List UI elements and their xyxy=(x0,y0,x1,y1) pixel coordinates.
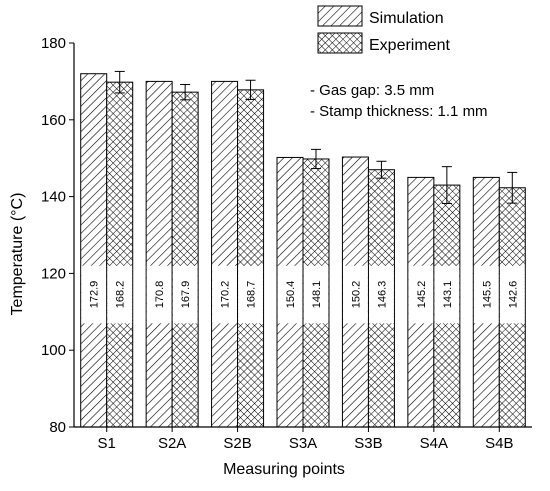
data-label-experiment-s3b: 146.3 xyxy=(376,281,388,309)
bar-experiment-s2a xyxy=(171,91,199,428)
y-tick-label: 140 xyxy=(41,189,66,206)
x-tick-label: S2A xyxy=(158,435,186,452)
value-band xyxy=(473,265,499,324)
legend-swatch-experiment xyxy=(317,32,363,54)
bars-layer xyxy=(80,73,526,428)
x-tick-label: S4B xyxy=(485,435,513,452)
y-tick-label: 120 xyxy=(41,265,66,282)
error-bars-layer xyxy=(114,70,518,205)
data-label-simulation-s1: 172.9 xyxy=(89,281,101,309)
value-band xyxy=(172,265,198,324)
value-band xyxy=(277,265,303,324)
bar-simulation-s2b xyxy=(211,80,239,428)
legend-label-experiment: Experiment xyxy=(369,37,450,54)
data-label-simulation-s2b: 170.2 xyxy=(220,281,232,309)
data-label-experiment-s1: 168.2 xyxy=(115,281,127,309)
data-label-simulation-s3b: 150.2 xyxy=(350,281,362,309)
value-band xyxy=(343,265,368,324)
data-label-experiment-s2a: 167.9 xyxy=(180,281,192,309)
value-band xyxy=(434,265,460,324)
annotation-stamp-thickness: - Stamp thickness: 1.1 mm xyxy=(310,103,488,120)
value-band xyxy=(408,265,434,324)
value-label-band: 172.9 168.2 170.8 167.9 170.2 168.7 150.4 148.1… xyxy=(81,265,525,324)
data-label-simulation-s4b: 145.5 xyxy=(481,281,493,309)
value-band xyxy=(212,265,237,324)
data-label-experiment-s4b: 142.6 xyxy=(507,281,519,309)
x-tick-label: S3A xyxy=(289,435,317,452)
annotation-gas-gap: - Gas gap: 3.5 mm xyxy=(310,82,434,99)
bar-experiment-s2b xyxy=(237,89,265,428)
y-tick-label: 160 xyxy=(41,112,66,129)
bar-experiment-s1 xyxy=(106,81,134,428)
legend-swatch-simulation xyxy=(317,5,363,27)
x-tick-label: S2B xyxy=(223,435,251,452)
x-tick-label: S4A xyxy=(420,435,448,452)
legend: Simulation Experiment xyxy=(317,5,450,54)
bar-simulation-s2a xyxy=(145,80,173,428)
data-label-experiment-s4a: 143.1 xyxy=(442,281,454,309)
x-ticks: S1 S2A S2B S3A S3B S4A S4B xyxy=(98,427,513,452)
x-tick-label: S3B xyxy=(354,435,382,452)
value-band xyxy=(303,265,329,324)
x-tick-label: S1 xyxy=(98,435,116,452)
legend-label-simulation: Simulation xyxy=(369,10,444,27)
x-axis-title: Measuring points xyxy=(223,461,345,478)
data-label-experiment-s2b: 168.7 xyxy=(246,281,258,309)
y-tick-label: 100 xyxy=(41,342,66,359)
data-label-simulation-s4a: 145.2 xyxy=(416,281,428,309)
y-tick-label: 80 xyxy=(49,419,66,436)
data-label-simulation-s2a: 170.8 xyxy=(154,281,166,309)
data-label-simulation-s3a: 150.4 xyxy=(285,281,297,309)
annotations: - Gas gap: 3.5 mm - Stamp thickness: 1.1… xyxy=(310,82,488,120)
value-band xyxy=(81,265,107,324)
y-tick-label: 180 xyxy=(41,35,66,52)
data-label-experiment-s3a: 148.1 xyxy=(311,281,323,309)
y-ticks: 80 100 120 140 160 180 xyxy=(41,35,74,436)
value-band xyxy=(107,265,133,324)
value-band xyxy=(146,265,172,324)
y-axis-title: Temperature (°C) xyxy=(9,193,26,316)
value-band xyxy=(499,265,525,324)
value-band xyxy=(238,265,263,324)
value-band xyxy=(369,265,394,324)
bar-simulation-s1 xyxy=(80,73,108,428)
